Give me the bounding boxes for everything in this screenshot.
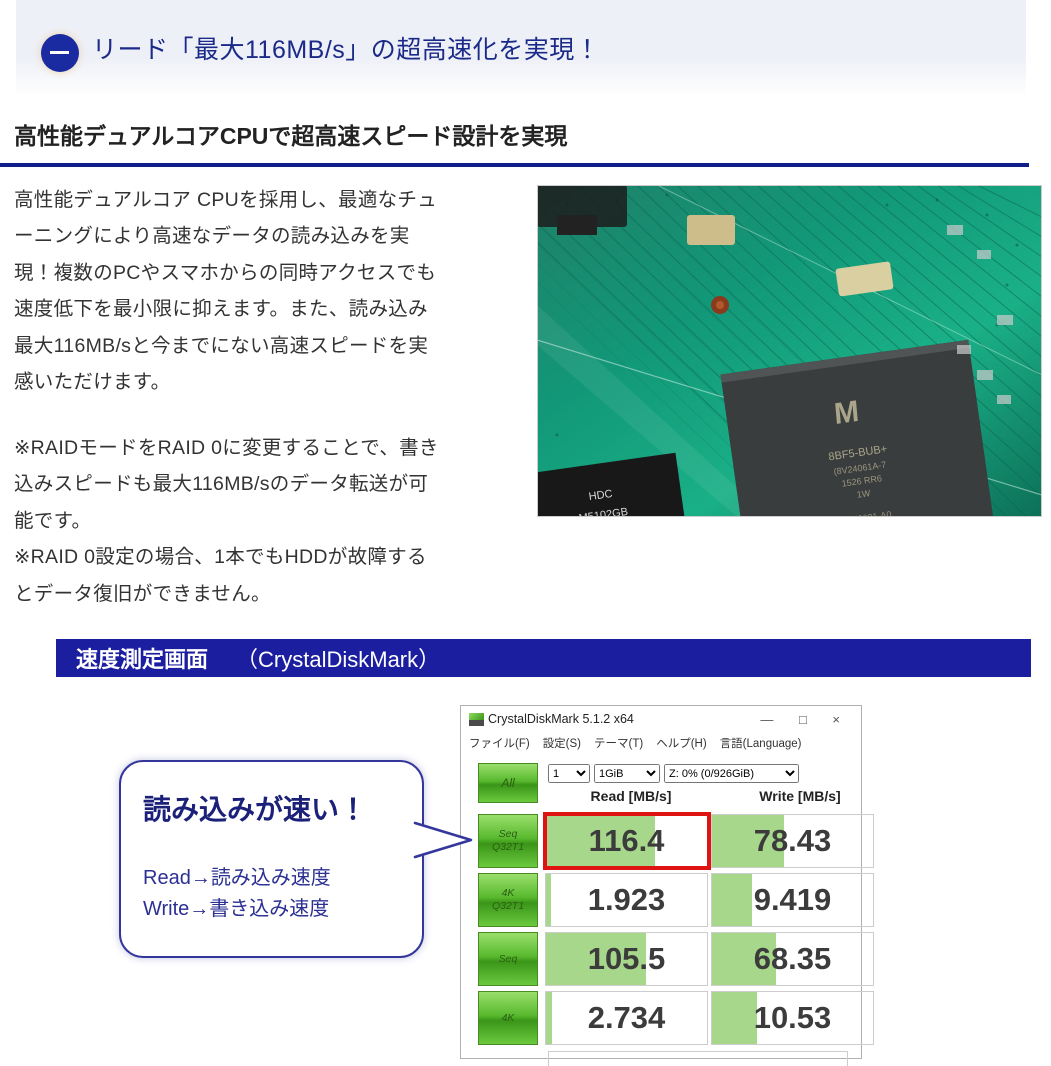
svg-text:1W: 1W [856, 488, 871, 500]
svg-text:M: M [833, 395, 862, 432]
